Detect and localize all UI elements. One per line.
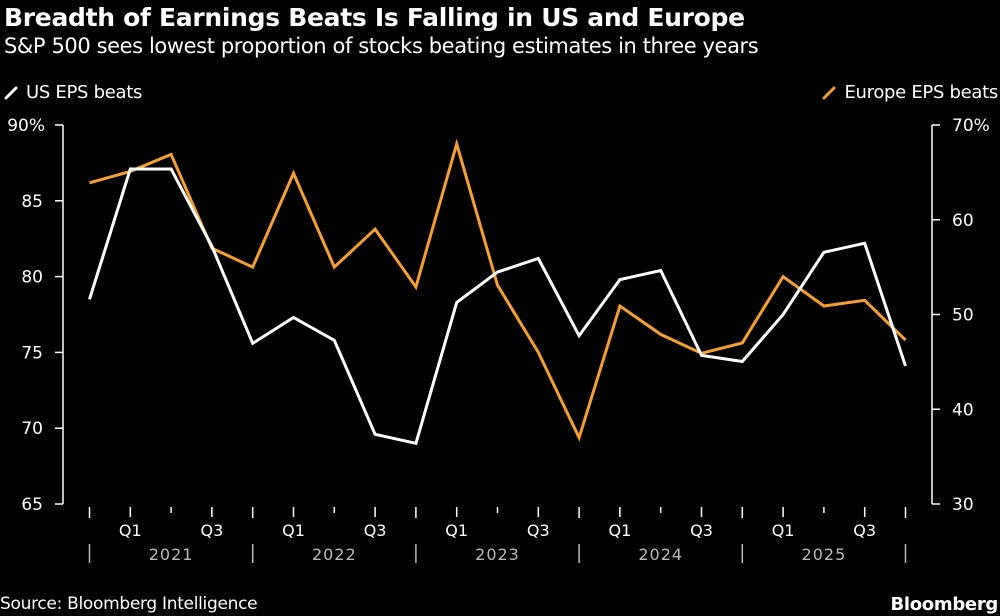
legend-swatch-europe-icon [822, 86, 836, 99]
right-axis-tick-label: 40 [952, 400, 974, 420]
x-axis-quarter-label: Q3 [201, 521, 224, 540]
x-axis-year-label: 2022 [312, 545, 357, 564]
right-axis-tick-label: 50 [952, 306, 974, 326]
x-axis-quarter-label: Q3 [853, 521, 876, 540]
x-axis-quarter-label: Q3 [690, 521, 713, 540]
right-y-axis: 30 40 50 60 70% [931, 116, 990, 515]
x-axis-year-label: 2021 [149, 545, 194, 564]
legend-item-europe: Europe EPS beats [822, 82, 998, 103]
left-axis-tick-label: 80 [21, 268, 43, 288]
left-axis-tick-label: 65 [21, 495, 43, 515]
x-axis-quarter-label: Q1 [119, 521, 142, 540]
x-axis-quarter-label: Q1 [445, 521, 468, 540]
x-axis-quarter-label: Q3 [364, 521, 387, 540]
left-axis-tick-label: 85 [21, 192, 43, 212]
right-axis-tick-label: 70% [952, 116, 990, 136]
chart-title: Breadth of Earnings Beats Is Falling in … [4, 3, 745, 32]
left-axis-tick-label: 75 [21, 343, 43, 363]
left-axis-tick-label: 70 [21, 419, 43, 439]
legend-label-us: US EPS beats [26, 82, 143, 103]
right-axis-tick-label: 30 [952, 495, 974, 515]
right-axis-tick-label: 60 [952, 211, 974, 231]
legend-item-us: US EPS beats [4, 82, 142, 103]
x-axis: Q1 Q3 Q1 Q3 Q1 Q3 Q1 Q3 Q1 Q3 2021 2022 2023 2024 2025 [88, 507, 907, 564]
europe-eps-beats-line [89, 138, 907, 442]
series-layer [88, 138, 907, 446]
x-axis-quarter-label: Q1 [609, 521, 632, 540]
left-y-axis: 65 70 75 80 85 90% [7, 116, 64, 515]
x-axis-year-label: 2023 [475, 545, 520, 564]
us-eps-beats-line [88, 167, 907, 446]
legend-swatch-us-icon [4, 86, 18, 99]
x-axis-year-label: 2025 [802, 545, 847, 564]
brand-logo: Bloomberg [890, 594, 998, 615]
x-axis-quarter-label: Q3 [527, 521, 550, 540]
legend-label-europe: Europe EPS beats [844, 82, 998, 103]
x-axis-quarter-label: Q1 [282, 521, 305, 540]
x-axis-quarter-label: Q1 [772, 521, 795, 540]
source-note: Source: Bloomberg Intelligence [0, 594, 258, 614]
left-axis-tick-label: 90% [7, 116, 45, 136]
chart-subtitle: S&P 500 sees lowest proportion of stocks… [4, 34, 759, 58]
x-axis-year-label: 2024 [638, 545, 683, 564]
